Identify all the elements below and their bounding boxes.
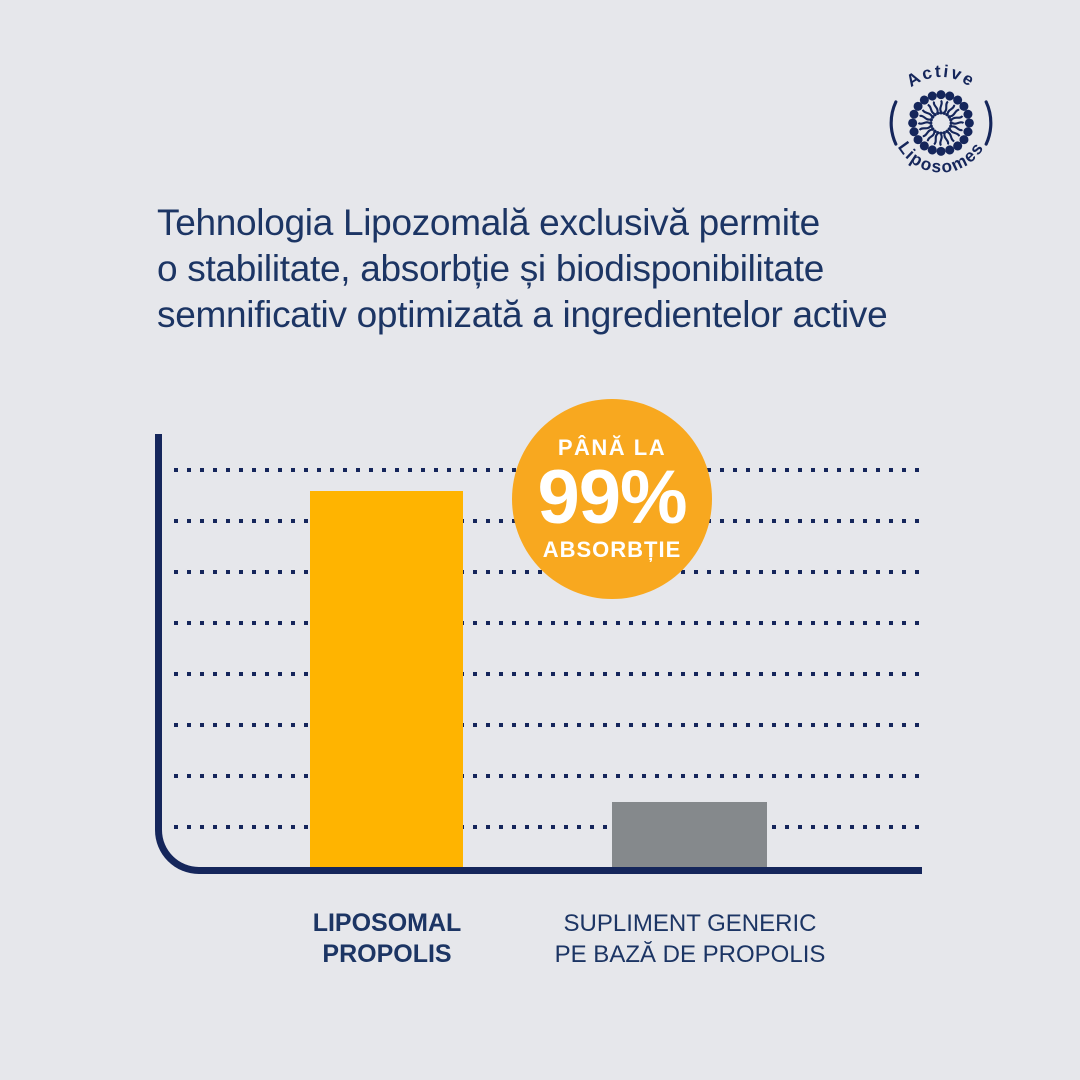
headline-line-2: o stabilitate, absorbție și biodisponibi… xyxy=(157,248,824,289)
headline: Tehnologia Lipozomală exclusivă permite … xyxy=(157,200,957,338)
chart-axes xyxy=(155,434,922,874)
chart-gridline xyxy=(174,825,922,829)
headline-line-3: semnificativ optimizată a ingredientelor… xyxy=(157,294,888,335)
logo-top-text: Active xyxy=(903,61,980,91)
logo-left-arc xyxy=(889,100,898,146)
chart-gridline xyxy=(174,672,922,676)
label-generic-line-2: PE BAZĂ DE PROPOLIS xyxy=(554,941,826,968)
chart-gridline xyxy=(174,774,922,778)
badge-value: 99% xyxy=(537,454,687,540)
liposome-icon xyxy=(908,90,974,156)
chart-gridline xyxy=(174,723,922,727)
label-generic-supplement: SUPLIMENT GENERIC PE BAZĂ DE PROPOLIS xyxy=(490,908,890,970)
badge-prefix: PÂNĂ LA xyxy=(557,434,667,460)
badge-suffix: ABSORBȚIE xyxy=(542,537,682,563)
logo-right-arc xyxy=(984,100,993,146)
bar-liposomal-propolis xyxy=(310,491,463,867)
chart-gridline xyxy=(174,621,922,625)
label-liposomal-line-1: LIPOSOMAL xyxy=(312,909,462,937)
absorption-badge: PÂNĂ LA 99% ABSORBȚIE xyxy=(512,399,712,599)
headline-line-1: Tehnologia Lipozomală exclusivă permite xyxy=(157,202,820,243)
label-liposomal-line-2: PROPOLIS xyxy=(322,940,452,968)
label-liposomal-propolis: LIPOSOMAL PROPOLIS xyxy=(237,908,537,970)
active-liposomes-logo: Active Liposomes xyxy=(889,61,993,177)
label-generic-line-1: SUPLIMENT GENERIC xyxy=(563,910,817,937)
bar-generic-supplement xyxy=(612,802,767,867)
